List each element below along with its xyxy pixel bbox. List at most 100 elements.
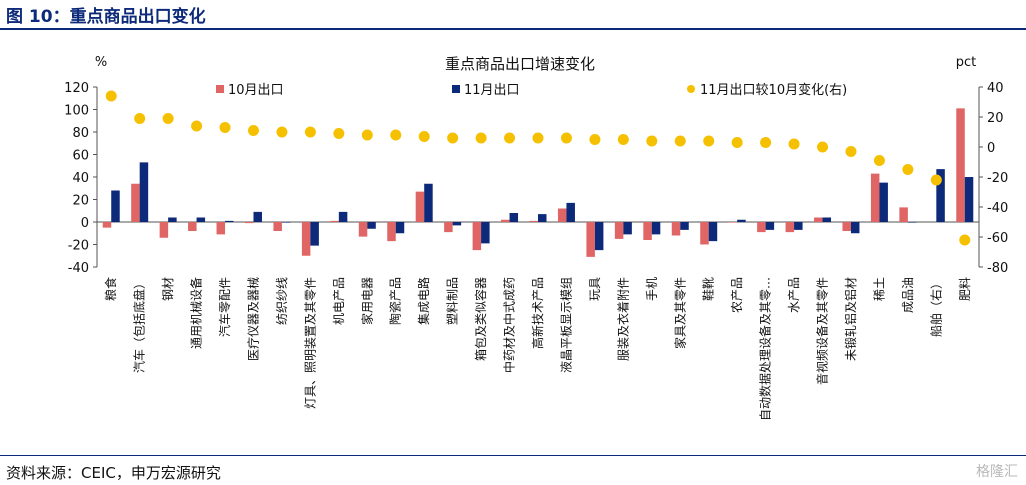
y2-tick-label: -40	[987, 201, 1008, 216]
bar-oct	[273, 222, 282, 231]
category-label: 农产品	[730, 277, 744, 313]
bar-oct	[444, 222, 453, 233]
series-oct-bars	[102, 108, 965, 257]
category-label: 机电产品	[332, 277, 346, 325]
dot-change	[191, 120, 203, 132]
y2-tick-label: -80	[987, 261, 1008, 276]
dot-change	[731, 137, 743, 148]
dot-change	[162, 113, 174, 124]
watermark: 格隆汇	[976, 464, 1018, 480]
bar-oct	[159, 222, 169, 238]
category-label: 灯具、照明装置及其零件	[303, 277, 317, 409]
dot-change	[475, 132, 487, 144]
dot-change	[219, 122, 231, 133]
bar-oct	[728, 222, 738, 223]
category-labels: 粮食 汽车（包括底盘） 钢材 通用机械设备 汽车零配件 医疗仪器及器械 纺织纱线 灯具、照明装…	[103, 277, 972, 421]
bar-nov	[225, 220, 234, 222]
bar-oct	[870, 173, 880, 222]
export-growth-chart: 重点商品出口增速变化 % pct -40 -20 0 20 40 60 80 100 120 -8…	[64, 55, 1008, 421]
legend: 10月出口 11月出口 11月出口较10月变化(右)	[216, 82, 847, 98]
category-label: 塑料制品	[445, 277, 460, 325]
bar-nov	[850, 222, 860, 234]
bar-nov	[708, 222, 718, 242]
category-label: 服装及衣着附件	[615, 277, 630, 361]
category-label: 水产品	[787, 277, 801, 313]
bar-nov	[879, 182, 888, 222]
category-label: 中药材及中式成药	[502, 277, 517, 373]
category-label: 箱包及类似容器	[473, 277, 488, 361]
y-tick-label: 40	[72, 171, 89, 186]
bar-oct	[842, 222, 851, 231]
legend-change-swatch	[687, 85, 695, 93]
category-label: 高新技术产品	[530, 277, 545, 349]
bar-oct	[301, 222, 311, 256]
category-label: 纺织纱线	[275, 277, 289, 325]
dot-change	[333, 128, 345, 139]
dot-change	[105, 90, 117, 102]
y2-tick-label: -20	[987, 171, 1008, 186]
bar-oct	[330, 220, 339, 222]
bar-nov	[822, 217, 832, 222]
dot-change	[959, 234, 971, 246]
bar-nov	[964, 177, 974, 222]
bar-oct	[614, 222, 624, 239]
bar-nov	[253, 211, 262, 222]
bottom-rule	[0, 455, 1026, 456]
bar-nov	[424, 183, 433, 222]
y-tick-label: 100	[64, 104, 89, 119]
y2-tick-label: 40	[987, 81, 1004, 96]
legend-oct-swatch	[216, 85, 224, 93]
bar-nov	[538, 214, 547, 222]
y2-axis-label: pct	[956, 55, 977, 70]
series-change-dots	[105, 90, 971, 246]
category-label: 医疗仪器及器械	[245, 277, 260, 361]
bar-oct	[814, 217, 823, 222]
bar-oct	[671, 222, 681, 236]
source-note: 资料来源：CEIC，申万宏源研究	[6, 464, 221, 482]
bar-nov	[651, 222, 661, 235]
bar-nov	[566, 202, 575, 222]
y-tick-label: -20	[68, 239, 89, 254]
bar-oct	[244, 222, 254, 224]
bar-nov	[765, 222, 775, 230]
y-tick-label: 80	[72, 126, 89, 141]
bar-oct	[358, 222, 368, 237]
bar-nov	[481, 222, 490, 244]
bar-oct	[216, 222, 226, 235]
bar-nov	[680, 222, 689, 230]
y2-tick-label: 20	[987, 111, 1004, 126]
bar-oct	[188, 222, 197, 231]
bar-oct	[956, 108, 965, 222]
series-nov-bars	[111, 162, 974, 251]
top-rule	[0, 28, 1026, 30]
bar-oct	[557, 208, 567, 222]
dot-change	[418, 131, 430, 142]
dot-change	[390, 129, 402, 141]
dot-change	[788, 138, 800, 150]
legend-oct-label: 10月出口	[228, 83, 284, 98]
bar-oct	[131, 183, 140, 222]
bar-oct	[899, 207, 908, 222]
dot-change	[447, 132, 459, 144]
bar-oct	[415, 191, 425, 222]
y2-tick-label: -60	[987, 231, 1008, 246]
bar-nov	[936, 169, 945, 222]
category-label: 肥料	[958, 277, 972, 301]
category-label: 成品油	[901, 277, 915, 313]
bar-nov	[737, 219, 746, 222]
category-label: 陶瓷产品	[388, 277, 403, 325]
dot-change	[532, 132, 544, 144]
dot-change	[361, 129, 373, 141]
dot-change	[134, 113, 146, 124]
bar-nov	[509, 213, 519, 222]
category-label: 手机	[645, 277, 659, 301]
bar-oct	[387, 222, 396, 242]
y-tick-label: -40	[68, 261, 89, 276]
category-label: 鞋靴	[701, 277, 716, 301]
legend-nov-label: 11月出口	[464, 83, 520, 98]
bar-oct	[643, 222, 652, 240]
bar-nov	[907, 222, 917, 223]
category-label: 通用机械设备	[189, 277, 204, 349]
bar-oct	[785, 222, 795, 233]
dot-change	[760, 137, 772, 148]
